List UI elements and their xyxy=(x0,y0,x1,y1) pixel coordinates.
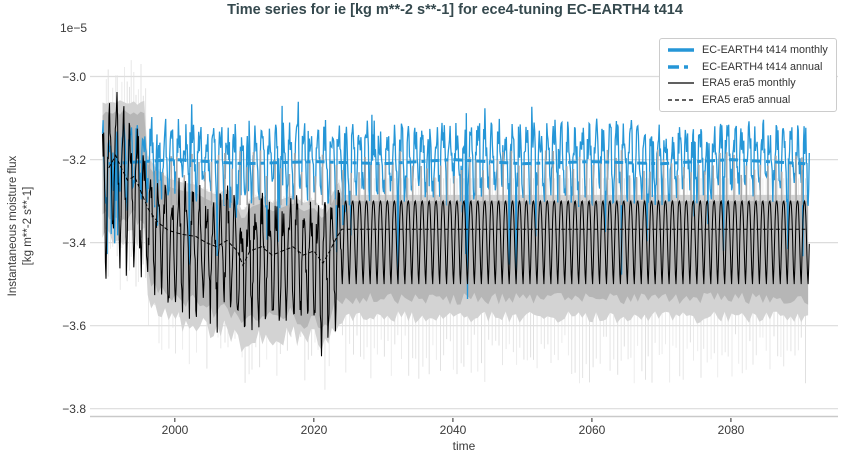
legend-entry-2: EC-EARTH4 t414 annual xyxy=(665,59,830,76)
legend-line-sample-4 xyxy=(668,99,694,101)
legend-entry-3: ERA5 era5 monthly xyxy=(665,75,830,92)
x-axis-label: time xyxy=(452,439,476,453)
legend-line-sample-2 xyxy=(668,65,694,69)
legend-line-sample-1 xyxy=(668,48,694,52)
y-axis-offset-label: 1e−5 xyxy=(60,21,88,35)
legend-label: ERA5 era5 monthly xyxy=(702,77,796,90)
legend-label: EC-EARTH4 t414 monthly xyxy=(702,44,828,57)
legend-entry-1: EC-EARTH4 t414 monthly xyxy=(665,42,830,59)
legend-label: ERA5 era5 annual xyxy=(702,93,791,106)
x-axis-tick-marks xyxy=(174,418,732,422)
x-tick-label: 2080 xyxy=(717,423,745,437)
ec-earth4-monthly-line xyxy=(101,101,810,300)
era5-monthly-line xyxy=(101,91,810,357)
y-tick-label: −3.4 xyxy=(62,236,86,250)
y-tick-label: −3.0 xyxy=(62,70,86,84)
x-tick-label: 2000 xyxy=(161,423,189,437)
x-tick-label: 2060 xyxy=(578,423,606,437)
x-tick-label: 2040 xyxy=(439,423,467,437)
era5-annual-line xyxy=(108,154,806,267)
era5-needles xyxy=(148,149,803,206)
y-tick-label: −3.8 xyxy=(62,402,86,416)
data-layer xyxy=(101,60,810,390)
chart-title: Time series for ie [kg m**-2 s**-1] for … xyxy=(227,2,683,18)
legend-entry-4: ERA5 era5 annual xyxy=(665,92,830,109)
legend-line-sample-3 xyxy=(668,82,694,84)
legend-label: EC-EARTH4 t414 annual xyxy=(702,60,823,73)
ec-earth4-annual-line xyxy=(108,158,806,166)
y-tick-label: −3.6 xyxy=(62,319,86,333)
legend-box: EC-EARTH4 t414 monthly EC-EARTH4 t414 ann… xyxy=(659,38,837,112)
y-tick-label: −3.2 xyxy=(62,153,86,167)
x-tick-label: 2020 xyxy=(300,423,328,437)
